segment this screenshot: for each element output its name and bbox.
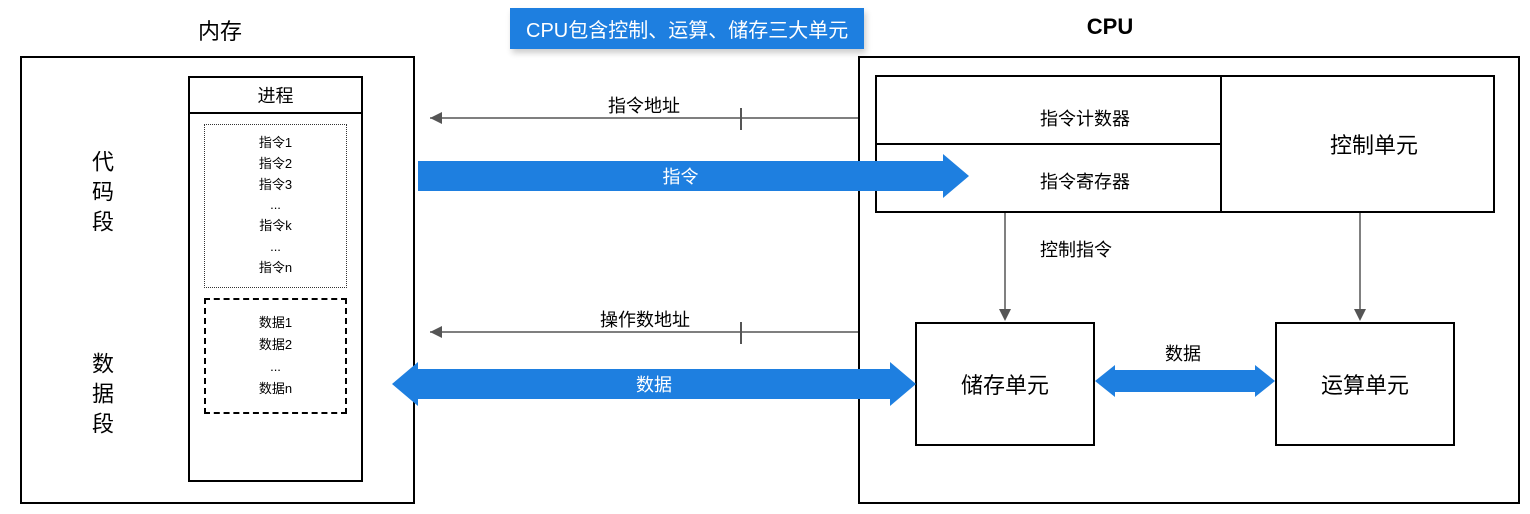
control-to-storage-arrow bbox=[990, 213, 1020, 323]
data-arrow-label: 数据 bbox=[636, 371, 672, 397]
code-segment-label: 代码段 bbox=[85, 150, 117, 240]
instr-item: ... bbox=[205, 195, 346, 216]
data-item: ... bbox=[206, 356, 345, 378]
process-header: 进程 bbox=[190, 78, 361, 114]
data-item: 数据1 bbox=[206, 312, 345, 334]
data-transfer-arrow bbox=[1095, 365, 1275, 397]
arithmetic-unit-box: 运算单元 bbox=[1275, 322, 1455, 446]
data-item: 数据n bbox=[206, 378, 345, 400]
instr-item: ... bbox=[205, 237, 346, 258]
control-unit-hdivider bbox=[875, 143, 1220, 145]
memory-title: 内存 bbox=[160, 14, 280, 46]
instr-item: 指令k bbox=[205, 216, 346, 237]
storage-unit-box: 储存单元 bbox=[915, 322, 1095, 446]
control-instruction-label: 控制指令 bbox=[1040, 236, 1112, 262]
control-unit-label: 控制单元 bbox=[1330, 128, 1418, 160]
tick-1 bbox=[740, 108, 742, 130]
data-box: 数据1 数据2 ... 数据n bbox=[204, 298, 347, 414]
instruction-arrow-label: 指令 bbox=[663, 163, 699, 189]
control-to-arithmetic-arrow bbox=[1345, 213, 1375, 323]
process-box: 进程 指令1 指令2 指令3 ... 指令k ... 指令n 数据1 数据2 .… bbox=[188, 76, 363, 482]
instruction-address-label: 指令地址 bbox=[608, 92, 680, 118]
cpu-title: CPU bbox=[1060, 14, 1160, 40]
control-unit-divider bbox=[1220, 75, 1222, 213]
data-transfer-label: 数据 bbox=[1165, 340, 1201, 366]
data-segment-label: 数据段 bbox=[85, 352, 117, 442]
instruction-register-label: 指令寄存器 bbox=[1040, 168, 1130, 194]
banner: CPU包含控制、运算、储存三大单元 bbox=[510, 8, 864, 49]
tick-2 bbox=[740, 322, 742, 344]
operand-address-label: 操作数地址 bbox=[600, 306, 690, 332]
instr-item: 指令3 bbox=[205, 175, 346, 196]
instruction-counter-label: 指令计数器 bbox=[1040, 105, 1130, 131]
data-item: 数据2 bbox=[206, 334, 345, 356]
instruction-arrow: 指令 bbox=[418, 154, 969, 198]
data-arrow: 数据 bbox=[392, 362, 916, 406]
instr-item: 指令2 bbox=[205, 154, 346, 175]
instructions-box: 指令1 指令2 指令3 ... 指令k ... 指令n bbox=[204, 124, 347, 288]
instr-item: 指令1 bbox=[205, 133, 346, 154]
instr-item: 指令n bbox=[205, 258, 346, 279]
